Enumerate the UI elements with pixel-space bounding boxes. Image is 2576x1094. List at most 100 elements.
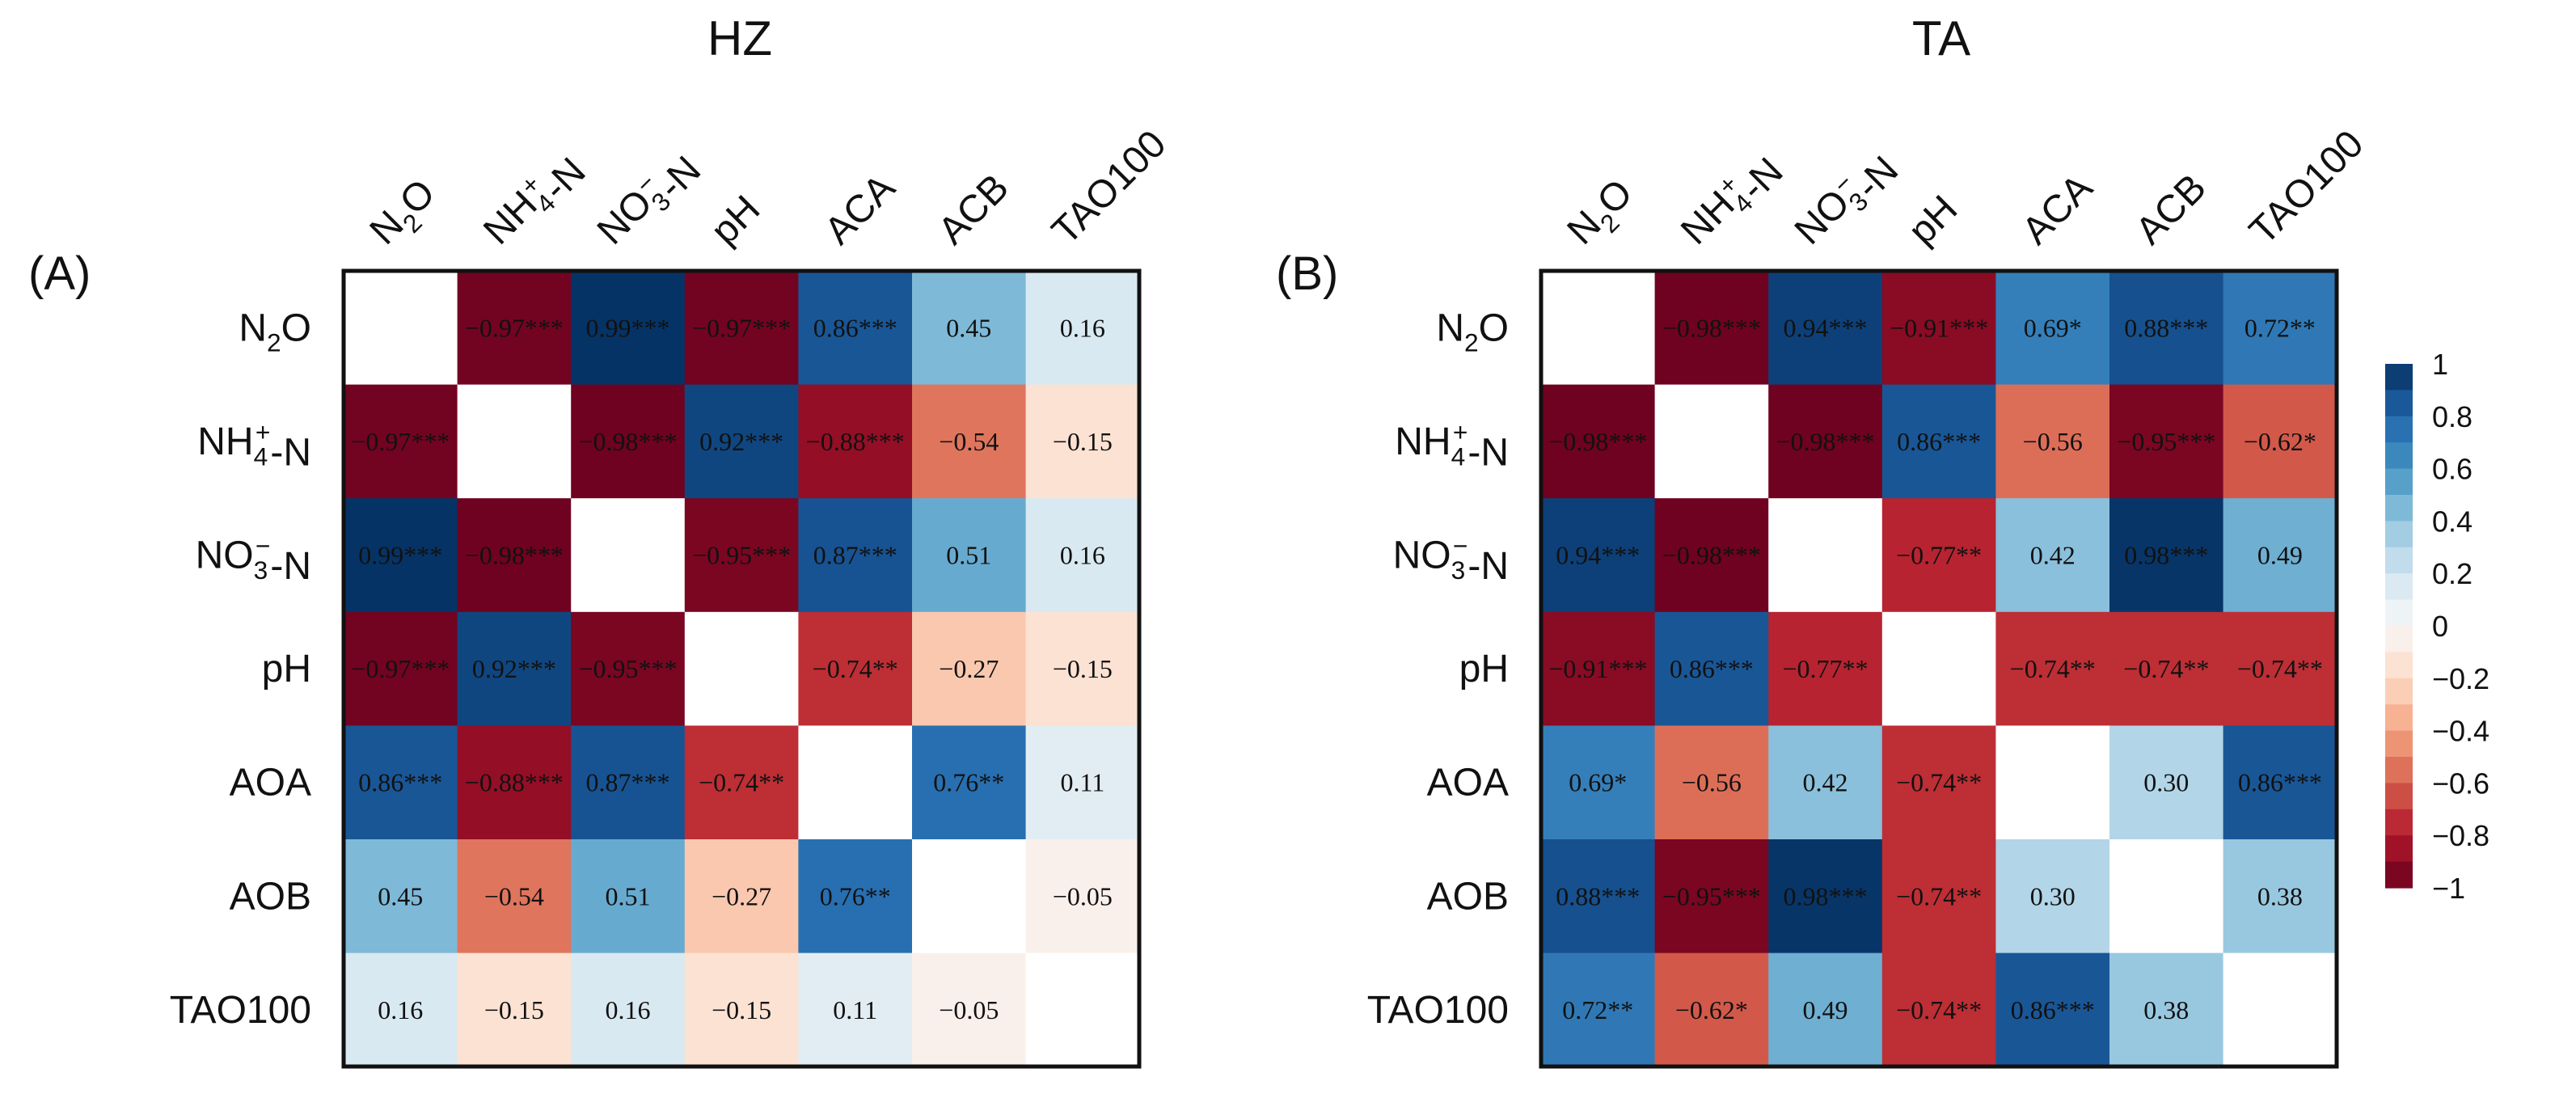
heatmap-cell — [1768, 952, 1883, 1067]
heatmap-cell — [1995, 839, 2110, 954]
heatmap-cell — [1025, 952, 1140, 1067]
heatmap-cell — [344, 839, 458, 954]
heatmap-cell — [912, 271, 1027, 386]
row-label: NH4+-N — [1395, 418, 1509, 475]
heatmap-cell — [684, 952, 799, 1067]
heatmap-cell — [798, 839, 913, 954]
heatmap-cell — [457, 839, 572, 954]
heatmap-cell — [571, 952, 686, 1067]
cell-value-label: −0.98*** — [1662, 313, 1761, 342]
heatmap-cell — [1541, 384, 1656, 499]
row-label: TAO100 — [1367, 989, 1509, 1032]
heatmap-cell — [1541, 952, 1656, 1067]
cell-value-label: −0.15 — [1053, 654, 1113, 683]
colorbar: 1 0.8 0.6 0.4 0.2 0 −0.2 −0.4 −0.6 −0.8 −1 — [2385, 348, 2489, 905]
cell-value-label: −0.98*** — [578, 427, 677, 456]
cell-value-label: −0.88*** — [806, 427, 905, 456]
cell-value-label: 0.30 — [2030, 881, 2076, 910]
heatmap-cell — [1654, 384, 1769, 499]
column-label: NO3−-N — [587, 139, 709, 261]
heatmap-cell — [1995, 384, 2110, 499]
row-label: NO3−-N — [196, 531, 311, 588]
heatmap-cell — [798, 498, 913, 613]
colorbar-swatch — [2385, 861, 2413, 889]
cell-value-label: 0.88*** — [2124, 313, 2208, 342]
colorbar-swatch — [2385, 730, 2413, 758]
cell-value-label: 0.69* — [2024, 313, 2082, 342]
colorbar-swatches — [2385, 364, 2413, 889]
cell-value-label: 0.92*** — [472, 654, 556, 683]
heatmap-cell — [1654, 498, 1769, 613]
heatmap-cell — [1881, 725, 1996, 840]
heatmap-cell — [1881, 271, 1996, 386]
heatmap-cell — [457, 611, 572, 726]
row-label: pH — [262, 648, 311, 691]
cell-value-label: −0.74** — [1896, 768, 1982, 797]
heatmap-cell — [1995, 725, 2110, 840]
cell-value-label: −0.62* — [2244, 427, 2316, 456]
cell-value-label: −0.27 — [712, 881, 771, 910]
cell-value-label: 0.92*** — [699, 427, 783, 456]
heatmap-cell — [344, 498, 458, 613]
column-label: ACB — [931, 167, 1017, 253]
column-label: TAO100 — [2241, 122, 2371, 252]
heatmap-cell — [1654, 839, 1769, 954]
cell-value-label: 0.72** — [2244, 313, 2316, 342]
heatmap-cell — [1654, 725, 1769, 840]
cell-value-label: 0.76** — [820, 881, 891, 910]
heatmap-cell — [1541, 725, 1656, 840]
heatmap-cell — [1768, 384, 1883, 499]
heatmap-cell — [2223, 498, 2337, 613]
colorbar-tick-label: 0.6 — [2432, 453, 2473, 486]
row-label: AOB — [1427, 875, 1509, 918]
cell-value-label: 0.94*** — [1784, 313, 1868, 342]
cell-value-label: 0.42 — [1803, 768, 1848, 797]
cell-value-label: −0.77** — [1896, 541, 1982, 570]
row-labels: N2O NH4+-N NO3−-N pH AOA AOB TAO100 — [170, 306, 311, 1032]
colorbar-swatch — [2385, 364, 2413, 391]
cell-value-label: 0.98*** — [1784, 881, 1868, 910]
heatmap-cell — [2223, 952, 2337, 1067]
heatmap-cell — [2109, 839, 2224, 954]
cell-value-label: −0.97*** — [351, 654, 450, 683]
heatmap-cell — [1025, 611, 1140, 726]
heatmap-cell — [912, 611, 1027, 726]
colorbar-swatch — [2385, 809, 2413, 836]
heatmap-cell — [912, 498, 1027, 613]
panel-hz: HZ (A) −0.97*** 0.99*** −0.97*** 0.86*** 0.4… — [28, 11, 1175, 1069]
heatmap-cell — [798, 271, 913, 386]
row-labels: N2O NH4+-N NO3−-N pH AOA AOB TAO100 — [1367, 306, 1509, 1032]
cell-value-label: −0.05 — [1053, 881, 1113, 910]
heatmap-cell — [1881, 952, 1996, 1067]
colorbar-swatch — [2385, 547, 2413, 574]
panel-ta: TA (B) −0.98*** 0.94*** −0.91*** 0.69* 0.88*… — [1276, 11, 2372, 1069]
colorbar-swatch — [2385, 652, 2413, 679]
heatmap-frame — [1539, 268, 2339, 1069]
heatmap-cell — [1995, 498, 2110, 613]
cell-value-label: 0.51 — [606, 881, 651, 910]
heatmap-cell — [912, 384, 1027, 499]
heatmap-cell — [684, 384, 799, 499]
colorbar-swatch — [2385, 757, 2413, 784]
column-label: ACA — [2014, 167, 2101, 253]
colorbar-swatch — [2385, 390, 2413, 417]
colorbar-swatch — [2385, 704, 2413, 732]
heatmap-cell — [798, 952, 913, 1067]
heatmap-cell — [344, 725, 458, 840]
colorbar-tick-label: −1 — [2432, 872, 2465, 905]
heatmap-cell — [1881, 839, 1996, 954]
colorbar-swatch — [2385, 495, 2413, 522]
row-label: TAO100 — [170, 989, 311, 1032]
cell-value-label: −0.95*** — [692, 541, 791, 570]
column-label: ACB — [2128, 167, 2215, 253]
cell-value-label: −0.74** — [813, 654, 898, 683]
heatmap-cell — [457, 725, 572, 840]
colorbar-swatch — [2385, 599, 2413, 627]
cell-value-label: −0.56 — [2023, 427, 2083, 456]
heatmap-cell — [457, 952, 572, 1067]
heatmap-cell — [1025, 725, 1140, 840]
heatmap-cell — [2109, 384, 2224, 499]
heatmap-cell — [1768, 839, 1883, 954]
panel-label: (A) — [28, 247, 91, 300]
colorbar-tick-label: −0.2 — [2432, 662, 2489, 695]
